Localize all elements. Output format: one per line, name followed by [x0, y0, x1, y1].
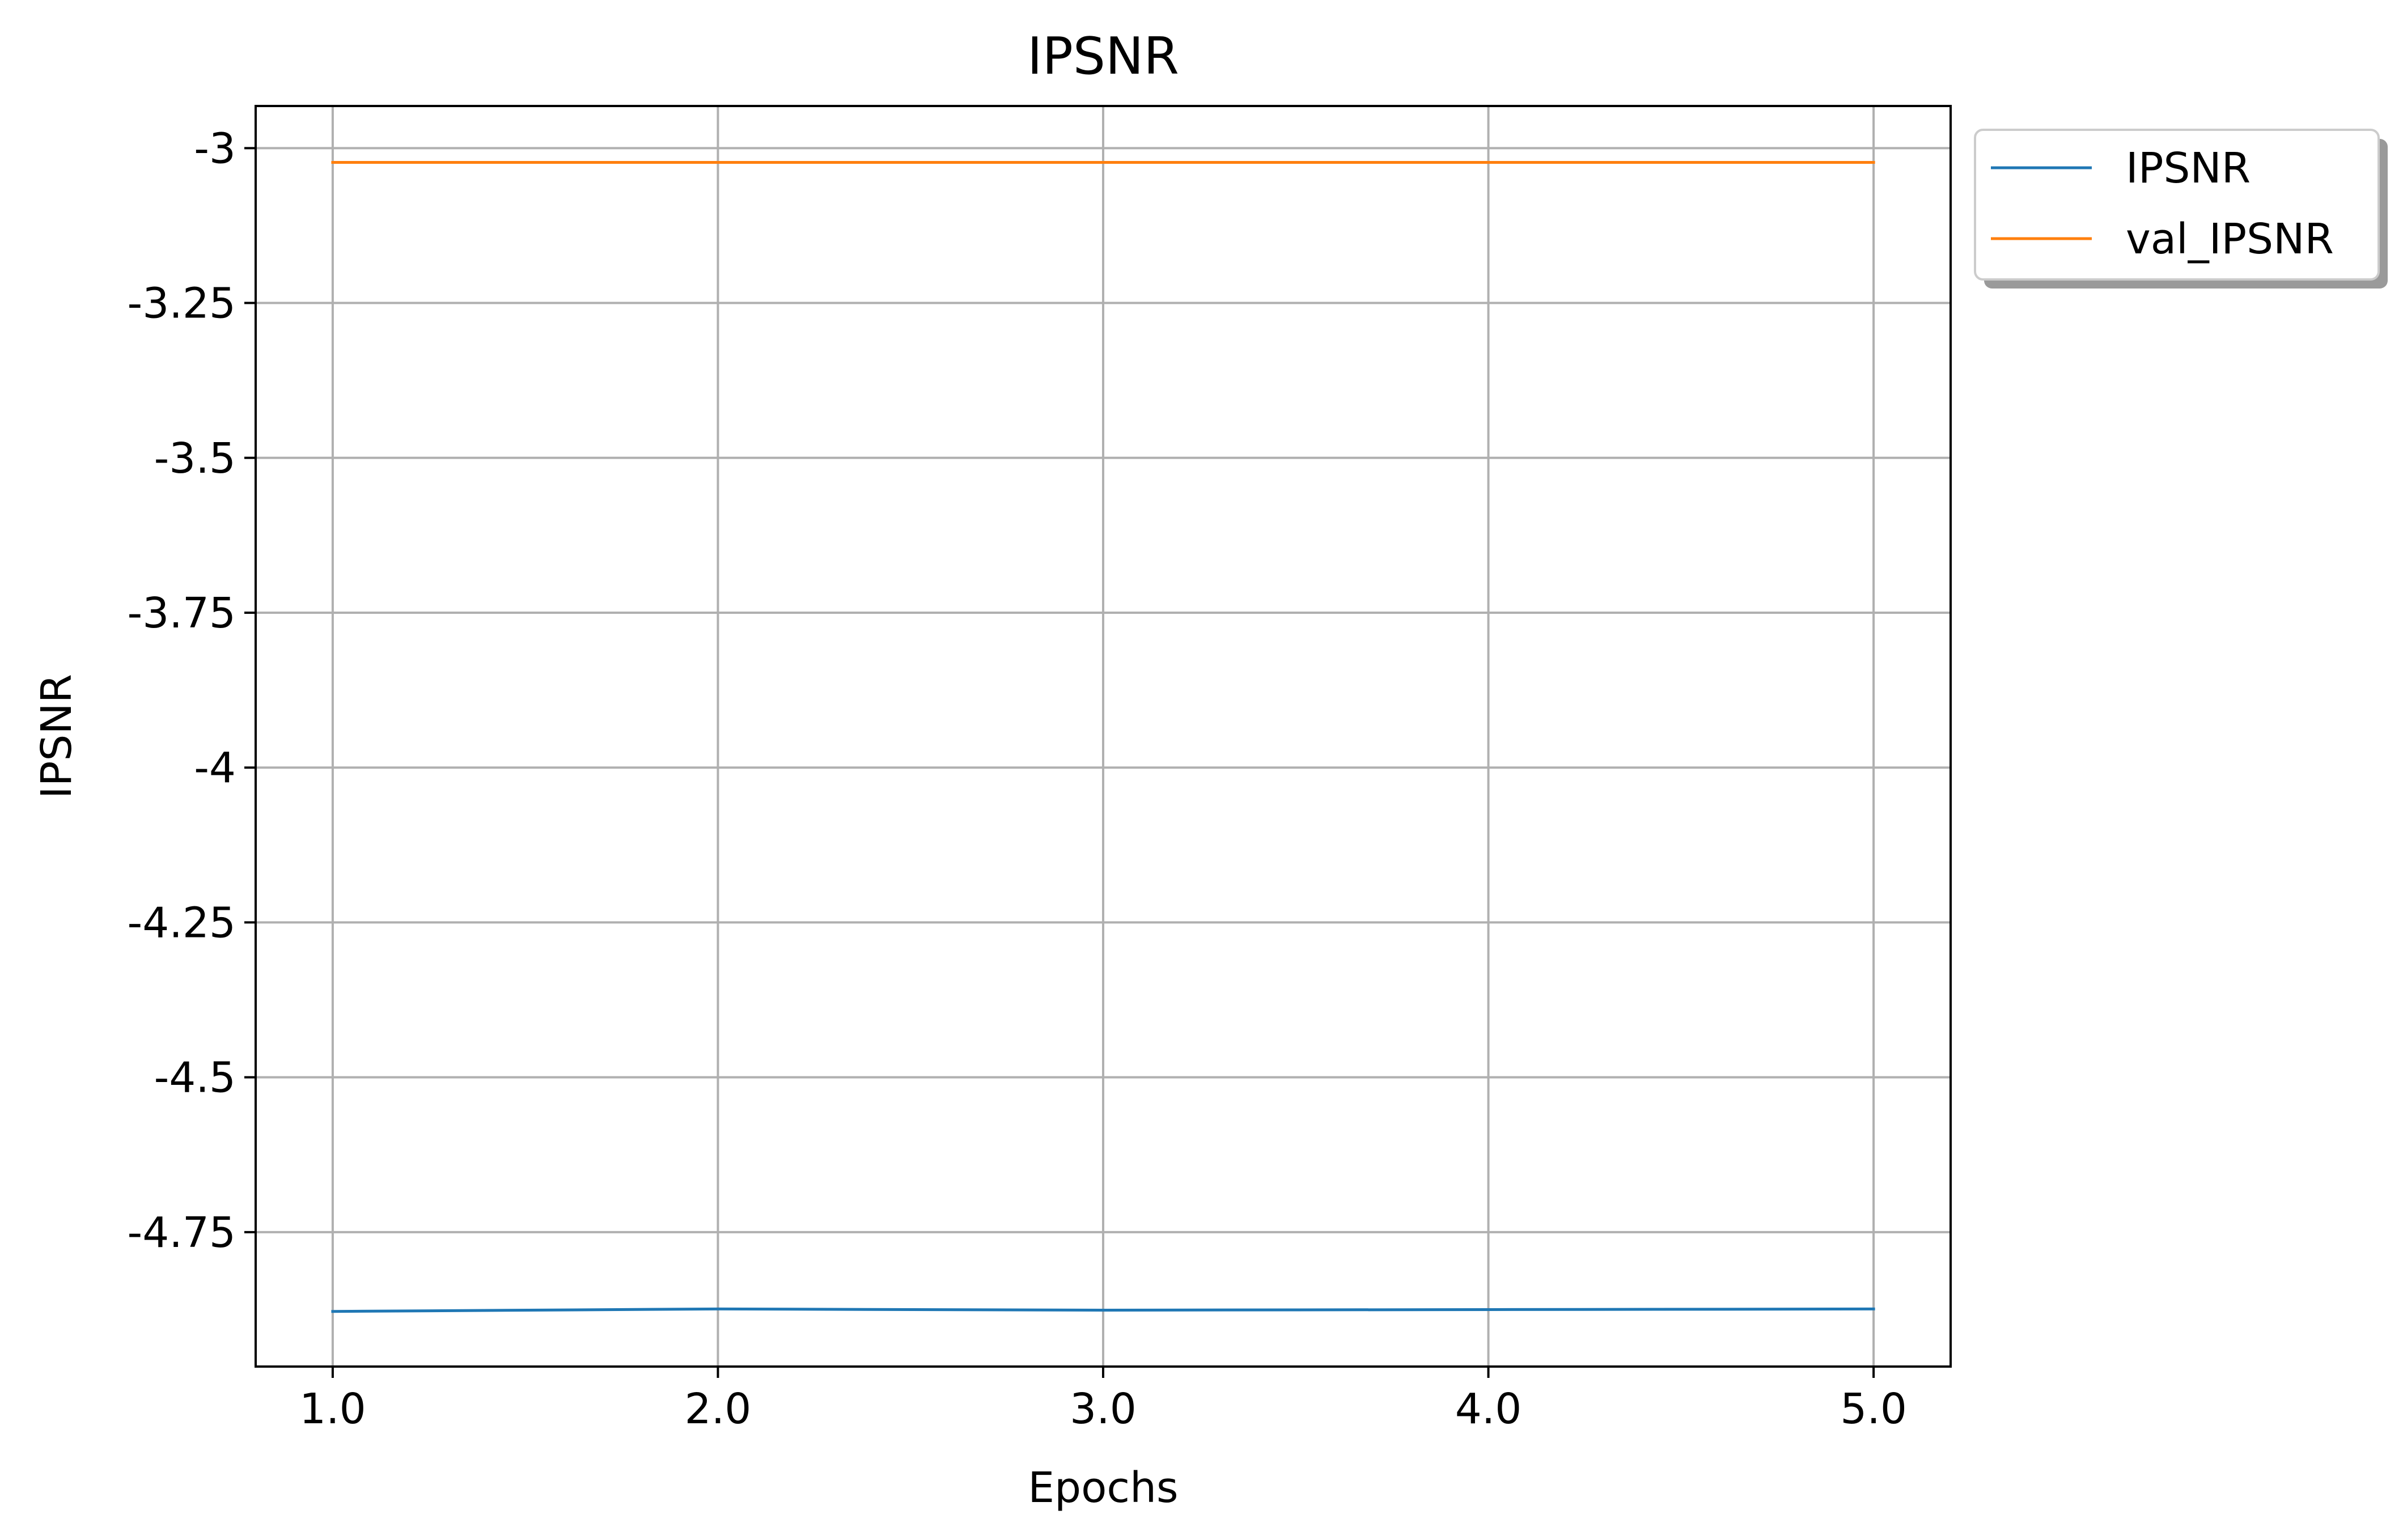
y-tick-label: -4.25: [128, 898, 236, 947]
y-tick-label: -3: [194, 124, 236, 173]
legend-items: IPSNR val_IPSNR: [1991, 144, 2334, 264]
x-axis-label: Epochs: [1028, 1463, 1178, 1512]
legend-label-val-ipsnr: val_IPSNR: [2126, 215, 2334, 264]
x-axis-ticks: 1.0 2.0 3.0 4.0 5.0: [299, 1367, 1907, 1433]
series-line-ipsnr: [331, 1307, 1875, 1313]
y-tick-label: -3.25: [128, 279, 236, 328]
x-tick-label: 1.0: [299, 1385, 366, 1433]
x-tick-label: 4.0: [1455, 1385, 1522, 1433]
x-tick-label: 5.0: [1840, 1385, 1907, 1433]
y-tick-label: -4.5: [154, 1054, 236, 1102]
legend-label-ipsnr: IPSNR: [2126, 144, 2251, 193]
chart-title: IPSNR: [1027, 27, 1179, 86]
legend: IPSNR val_IPSNR: [1974, 129, 2388, 289]
y-tick-label: -4: [194, 744, 236, 792]
y-axis-ticks: -3 -3.25 -3.5 -3.75 -4 -4.25 -4.5 -4.75: [128, 124, 256, 1257]
series-lines: [331, 161, 1875, 1313]
x-tick-label: 3.0: [1070, 1385, 1137, 1433]
y-tick-label: -3.75: [128, 589, 236, 638]
y-tick-label: -3.5: [154, 434, 236, 483]
y-axis-label: IPSNR: [32, 674, 81, 799]
y-tick-label: -4.75: [128, 1208, 236, 1257]
x-tick-label: 2.0: [685, 1385, 752, 1433]
grid: [256, 106, 1951, 1367]
